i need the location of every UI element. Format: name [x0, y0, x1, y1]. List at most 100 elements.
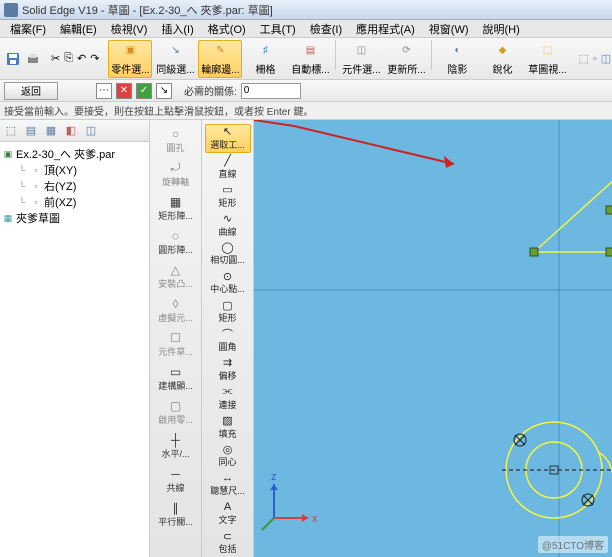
feature-安裝凸...-button[interactable]: △安裝凸...	[154, 260, 198, 292]
sketch-包括-button[interactable]: ⊂包括	[205, 528, 251, 557]
partsel-button[interactable]: ▣零件選...	[108, 40, 152, 78]
tab-groups-icon[interactable]: ◫	[82, 122, 100, 140]
tree-root[interactable]: ▣ Ex.2-30_へ 夾爹.par	[2, 146, 147, 162]
sketch-tool-label: 包括	[218, 542, 236, 555]
sketch-tool-label: 中心點...	[210, 282, 245, 295]
sketch-tool-icon: A	[219, 501, 237, 513]
dash-icon: └	[16, 164, 28, 176]
sub-toolbar: 返回 ⋯ ✕ ✓ ↘ 必需的關係:	[0, 80, 612, 102]
save-button[interactable]	[4, 46, 22, 72]
sketch-同心-button[interactable]: ◎同心	[205, 442, 251, 471]
feature-共線-button[interactable]: ─共線	[154, 464, 198, 496]
menu-tools[interactable]: 工具(T)	[254, 20, 302, 38]
app-icon	[4, 3, 18, 17]
shadow-button[interactable]: ◐陰影	[435, 40, 479, 78]
menu-inspect[interactable]: 檢查(I)	[304, 20, 348, 38]
sketch-文字-button[interactable]: A文字	[205, 499, 251, 528]
options-button[interactable]: ⋯	[96, 83, 112, 99]
feature-元件草...-button[interactable]: ☐元件草...	[154, 328, 198, 360]
redo-button[interactable]: ↷	[89, 46, 100, 72]
cut-button[interactable]: ✂	[50, 46, 61, 72]
grid-button[interactable]: ♯柵格	[243, 40, 287, 78]
sketch-連接-button[interactable]: ⫘連接	[205, 384, 251, 413]
tab-sensors-icon[interactable]: ◧	[62, 122, 80, 140]
sketch-中心點...-button[interactable]: ⊙中心點...	[205, 268, 251, 297]
shadow-label: 陰影	[447, 61, 467, 76]
separator	[335, 40, 336, 70]
feature-虛擬元...-button[interactable]: ◊虛擬元...	[154, 294, 198, 326]
measure-button[interactable]: ↘	[156, 83, 172, 99]
undo-button[interactable]: ↶	[76, 46, 87, 72]
tree-refplane-yz[interactable]: └ ▫ 右(YZ)	[2, 178, 147, 194]
feature-平行關...-button[interactable]: ∥平行關...	[154, 498, 198, 530]
accept-button[interactable]: ✓	[136, 83, 152, 99]
tree-root-label: Ex.2-30_へ 夾爹.par	[16, 146, 115, 162]
menu-edit[interactable]: 編輯(E)	[54, 20, 103, 38]
sketch-toolbar: ↖選取工...╱直線▭矩形∿曲線◯相切圓...⊙中心點...▢矩形⌒圓角⇉偏移⫘…	[202, 120, 254, 557]
peer-button[interactable]: ↘同級選...	[153, 40, 197, 78]
sketch-曲線-button[interactable]: ∿曲線	[205, 211, 251, 240]
sketch-圓角-button[interactable]: ⌒圓角	[205, 326, 251, 355]
tab-feature-tree-icon[interactable]: ⬚	[2, 122, 20, 140]
sketch-tool-icon: ∿	[219, 213, 237, 225]
feature-圓孔-button[interactable]: ○圓孔	[154, 124, 198, 156]
menu-file[interactable]: 檔案(F)	[4, 20, 52, 38]
sketch-tool-icon: ▭	[219, 184, 237, 196]
feature-建構顯...-button[interactable]: ▭建構顯...	[154, 362, 198, 394]
menu-view[interactable]: 檢視(V)	[105, 20, 154, 38]
sharpen-label: 銳化	[492, 61, 512, 76]
sketch-canvas[interactable]: x z @51CTO博客	[254, 120, 612, 557]
tab-layers-icon[interactable]: ▤	[22, 122, 40, 140]
tree-sketch[interactable]: ▦ 夾爹草圖	[2, 210, 147, 226]
update-label: 更新所...	[387, 61, 425, 76]
feature-水平/...-button[interactable]: ┼水平/...	[154, 430, 198, 462]
view-top-button[interactable]: ▫	[592, 46, 598, 72]
tree-refplane-xz[interactable]: └ ▫ 前(XZ)	[2, 194, 147, 210]
sketch-矩形-button[interactable]: ▢矩形	[205, 297, 251, 326]
feature-啟用零...-button[interactable]: ▢啟用零...	[154, 396, 198, 428]
sketchview-button[interactable]: ⬚草圖視...	[525, 40, 569, 78]
tree-item-label: 右(YZ)	[44, 178, 76, 194]
sharpen-icon: ◆	[492, 42, 512, 60]
sketch-偏移-button[interactable]: ⇉偏移	[205, 355, 251, 384]
menu-window[interactable]: 視窗(W)	[423, 20, 475, 38]
sketch-矩形-button[interactable]: ▭矩形	[205, 182, 251, 211]
compsel-button[interactable]: ◫元件選...	[339, 40, 383, 78]
feature-label: 元件草...	[158, 345, 193, 358]
sketch-填充-button[interactable]: ▨填充	[205, 413, 251, 442]
plane-icon: ▫	[30, 164, 42, 176]
feature-label: 共線	[166, 481, 184, 494]
feature-tree[interactable]: ▣ Ex.2-30_へ 夾爹.par └ ▫ 頂(XY) └ ▫ 右(YZ) └…	[0, 142, 149, 557]
menu-format[interactable]: 格式(O)	[202, 20, 252, 38]
view-front-button[interactable]: ◫	[600, 46, 612, 72]
feature-旋轉軸-button[interactable]: ⤾旋轉軸	[154, 158, 198, 190]
tree-refplane-xy[interactable]: └ ▫ 頂(XY)	[2, 162, 147, 178]
feature-圓形陣...-button[interactable]: ◌圓形陣...	[154, 226, 198, 258]
sketch-直線-button[interactable]: ╱直線	[205, 153, 251, 182]
part-icon: ▣	[2, 148, 14, 160]
window-title: Solid Edge V19 - 草圖 - [Ex.2-30_へ 夾爹.par:…	[22, 2, 273, 18]
sharpen-button[interactable]: ◆銳化	[480, 40, 524, 78]
return-button[interactable]: 返回	[4, 82, 58, 100]
feature-icon: ◊	[167, 297, 185, 311]
update-button[interactable]: ⟳更新所...	[384, 40, 428, 78]
menu-help[interactable]: 說明(H)	[477, 20, 526, 38]
required-input[interactable]	[241, 83, 301, 99]
view-iso-button[interactable]: ⬚	[577, 46, 589, 72]
cancel-button[interactable]: ✕	[116, 83, 132, 99]
sketch-聰慧尺...-button[interactable]: ↔聰慧尺...	[205, 470, 251, 499]
left-panel: ⬚ ▤ ▦ ◧ ◫ ▣ Ex.2-30_へ 夾爹.par └ ▫ 頂(XY) └…	[0, 120, 150, 557]
tab-library-icon[interactable]: ▦	[42, 122, 60, 140]
required-label: 必需的關係:	[184, 83, 237, 98]
menu-insert[interactable]: 插入(I)	[155, 20, 199, 38]
print-button[interactable]	[24, 46, 42, 72]
feature-矩形陣...-button[interactable]: ▦矩形陣...	[154, 192, 198, 224]
compsel-icon: ◫	[351, 42, 371, 60]
sketch-tool-label: 矩形	[218, 196, 236, 209]
sketch-選取工...-button[interactable]: ↖選取工...	[205, 124, 251, 153]
copy-button[interactable]: ⎘	[63, 46, 74, 72]
autodim-button[interactable]: ▤自動標...	[288, 40, 332, 78]
menu-app[interactable]: 應用程式(A)	[350, 20, 421, 38]
sketch-相切圓...-button[interactable]: ◯相切圓...	[205, 240, 251, 269]
outline-button[interactable]: ✎輪廓邊...	[198, 40, 242, 78]
